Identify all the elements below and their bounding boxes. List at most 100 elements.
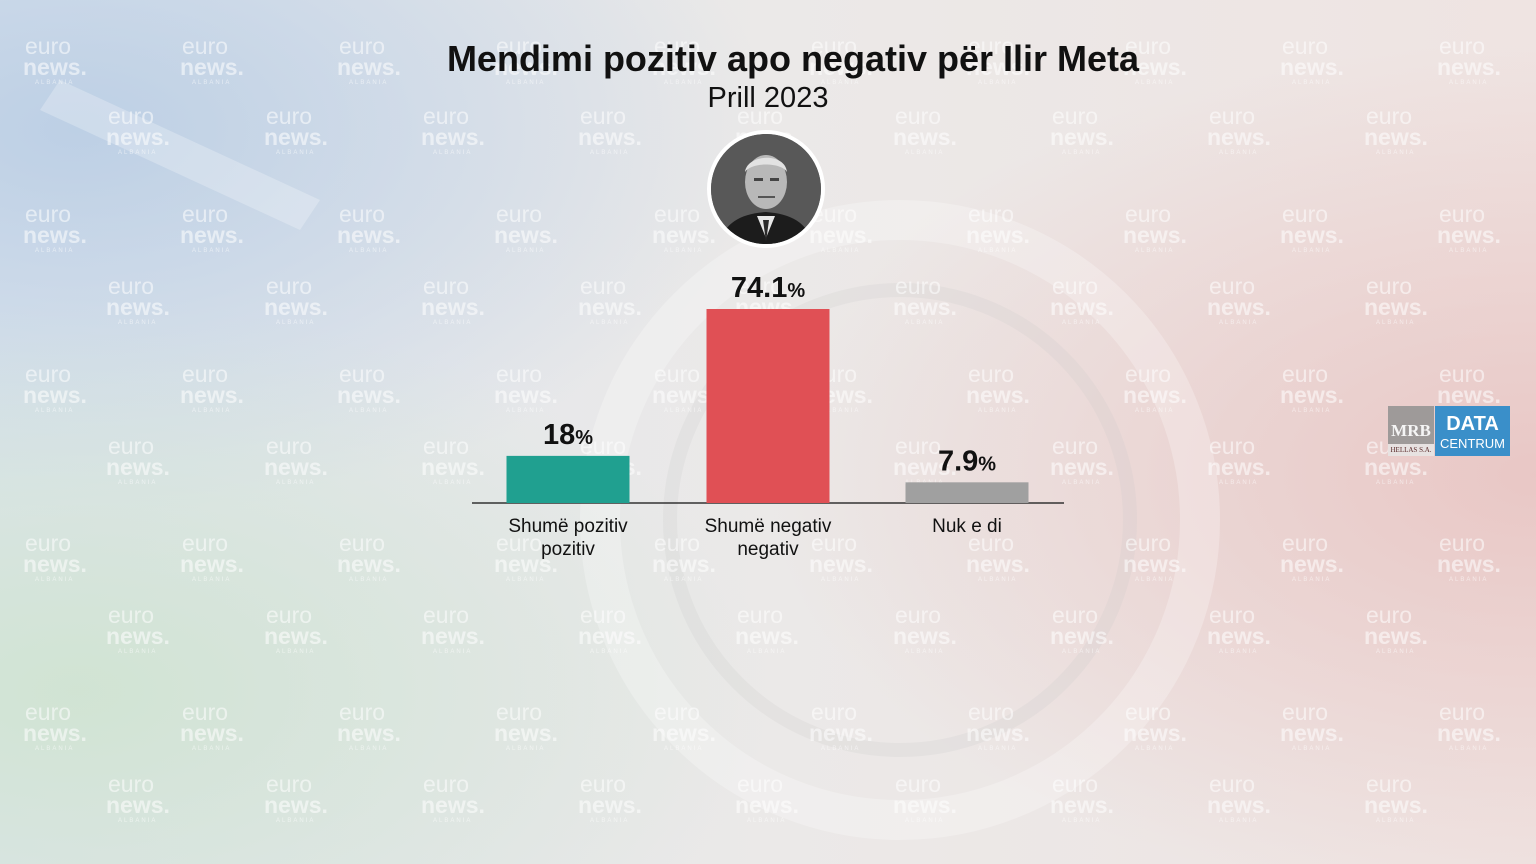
- watermark-text: ALBANIA: [978, 408, 1017, 414]
- watermark-text: ALBANIA: [1292, 746, 1331, 752]
- watermark-text: ALBANIA: [905, 818, 944, 824]
- watermark-text: ALBANIA: [118, 320, 157, 326]
- watermark-text: news.: [23, 720, 87, 746]
- watermark-text: ALBANIA: [747, 818, 786, 824]
- watermark-text: ALBANIA: [192, 248, 231, 254]
- watermark-text: euro: [895, 771, 941, 797]
- watermark-text: euro: [1366, 771, 1412, 797]
- watermark-text: news.: [421, 623, 485, 649]
- portrait-avatar: [707, 130, 825, 248]
- watermark-text: news.: [1050, 454, 1114, 480]
- watermark-text: ALBANIA: [1292, 408, 1331, 414]
- watermark-text: news.: [337, 54, 401, 80]
- watermark-text: news.: [337, 222, 401, 248]
- watermark-text: news.: [1364, 623, 1428, 649]
- watermark-text: ALBANIA: [1449, 80, 1488, 86]
- watermark-text: news.: [1050, 792, 1114, 818]
- watermark-text: euro: [737, 771, 783, 797]
- watermark-text: news.: [652, 720, 716, 746]
- category-label: Shumë negativ: [705, 516, 832, 537]
- watermark-text: euro: [266, 273, 312, 299]
- watermark-text: ALBANIA: [1219, 649, 1258, 655]
- watermark-text: news.: [264, 294, 328, 320]
- watermark-text: news.: [893, 124, 957, 150]
- category-label: Shumë pozitiv: [508, 516, 628, 537]
- watermark-text: euro: [1439, 33, 1485, 59]
- watermark-text: news.: [421, 124, 485, 150]
- watermark-text: news.: [494, 222, 558, 248]
- watermark-text: news.: [1280, 382, 1344, 408]
- category-label: negativ: [737, 539, 799, 560]
- watermark-text: euro: [423, 103, 469, 129]
- watermark-text: news.: [180, 54, 244, 80]
- watermark-text: news.: [180, 222, 244, 248]
- watermark-text: euro: [423, 433, 469, 459]
- watermark-text: news.: [106, 294, 170, 320]
- watermark-text: ALBANIA: [1292, 248, 1331, 254]
- watermark-text: euro: [1125, 201, 1171, 227]
- watermark-text: euro: [25, 361, 71, 387]
- watermark-text: euro: [580, 103, 626, 129]
- watermark-text: euro: [895, 433, 941, 459]
- watermark-text: euro: [1439, 201, 1485, 227]
- datacentrum-logo-text-1: DATA: [1446, 413, 1499, 435]
- watermark-text: news.: [966, 222, 1030, 248]
- watermark-text: news.: [809, 720, 873, 746]
- watermark-text: news.: [1207, 124, 1271, 150]
- watermark-text: ALBANIA: [349, 80, 388, 86]
- watermark-text: ALBANIA: [1376, 649, 1415, 655]
- watermark-text: ALBANIA: [276, 818, 315, 824]
- watermark-text: ALBANIA: [192, 577, 231, 583]
- watermark-text: euro: [968, 361, 1014, 387]
- watermark-text: ALBANIA: [1062, 480, 1101, 486]
- watermark-text: news.: [421, 454, 485, 480]
- watermark-text: ALBANIA: [1062, 320, 1101, 326]
- watermark-text: ALBANIA: [664, 80, 703, 86]
- data-label: 7.9%: [938, 445, 996, 477]
- watermark-text: news.: [1437, 382, 1501, 408]
- watermark-text: ALBANIA: [349, 746, 388, 752]
- watermark-text: ALBANIA: [1376, 320, 1415, 326]
- watermark-text: news.: [809, 54, 873, 80]
- watermark-text: news.: [1437, 222, 1501, 248]
- watermark-text: euro: [108, 273, 154, 299]
- watermark-text: news.: [652, 54, 716, 80]
- watermark-text: ALBANIA: [978, 248, 1017, 254]
- watermark-text: euro: [423, 602, 469, 628]
- watermark-text: news.: [494, 551, 558, 577]
- watermark-text: news.: [494, 720, 558, 746]
- watermark-text: euro: [811, 33, 857, 59]
- watermark-text: euro: [1209, 771, 1255, 797]
- watermark-text: ALBANIA: [664, 746, 703, 752]
- watermark-text: euro: [108, 602, 154, 628]
- watermark-text: ALBANIA: [276, 649, 315, 655]
- watermark-text: ALBANIA: [821, 248, 860, 254]
- watermark-text: news.: [264, 454, 328, 480]
- watermark-text: euro: [1125, 33, 1171, 59]
- watermark-text: news.: [578, 792, 642, 818]
- watermark-text: ALBANIA: [590, 150, 629, 156]
- data-label: 18%: [543, 419, 593, 451]
- watermark-text: euro: [1366, 273, 1412, 299]
- watermark-text: news.: [652, 222, 716, 248]
- watermark-text: euro: [496, 361, 542, 387]
- watermark-text: euro: [266, 602, 312, 628]
- watermark-text: euro: [580, 602, 626, 628]
- watermark-text: euro: [968, 33, 1014, 59]
- watermark-text: euro: [496, 33, 542, 59]
- watermark-text: ALBANIA: [1062, 150, 1101, 156]
